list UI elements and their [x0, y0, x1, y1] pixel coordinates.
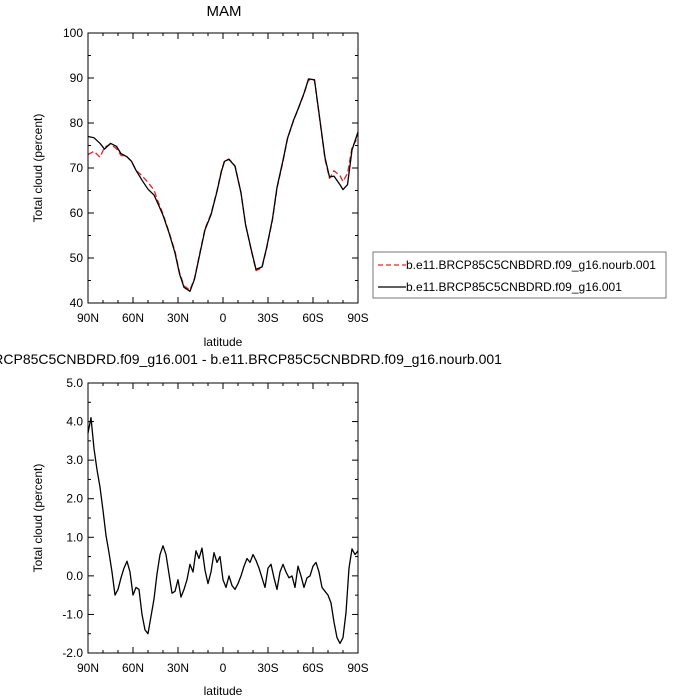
bottom-chart-xtick-label: 30N: [167, 661, 189, 675]
bottom-chart-ytick-label: 3.0: [66, 453, 83, 467]
bottom-chart-xtick-label: 30S: [257, 661, 278, 675]
bottom-chart-title: b.e11.BRCP85C5CNBDRD.f09_g16.001 - b.e11…: [0, 351, 502, 367]
top-chart: MAM 90N 60N 30N 0 30S 60S 90S 40 50 60 70 80 90 100 l…: [31, 3, 369, 349]
bottom-chart-ytick-label: 0.0: [66, 569, 83, 583]
bottom-chart-xtick-label: 0: [220, 661, 227, 675]
bottom-chart-xtick-label: 90N: [77, 661, 99, 675]
top-chart-series-line-0: [87, 79, 359, 291]
top-chart-ytick-label: 40: [70, 296, 84, 310]
bottom-chart-xlabel: latitude: [204, 684, 243, 698]
bottom-chart: b.e11.BRCP85C5CNBDRD.f09_g16.001 - b.e11…: [0, 351, 502, 698]
legend: b.e11.BRCP85C5CNBDRD.f09_g16.nourb.001 b…: [372, 251, 667, 299]
top-chart-ytick-label: 60: [70, 206, 84, 220]
bottom-chart-xtick-label: 90S: [347, 661, 368, 675]
top-chart-xtick-label: 60N: [122, 311, 144, 325]
top-chart-xtick-label: 90N: [77, 311, 99, 325]
bottom-chart-ytick-label: 5.0: [66, 376, 83, 390]
top-chart-xtick-label: 0: [220, 311, 227, 325]
bottom-chart-xtick-label: 60S: [302, 661, 323, 675]
top-chart-xlabel: latitude: [204, 335, 243, 349]
bottom-chart-ytick-label: 2.0: [66, 492, 83, 506]
top-chart-xtick-label: 60S: [302, 311, 323, 325]
top-chart-title: MAM: [207, 3, 242, 20]
top-chart-ytick-label: 70: [70, 161, 84, 175]
top-chart-xtick-label: 30N: [167, 311, 189, 325]
top-chart-xtick-label: 30S: [257, 311, 278, 325]
bottom-chart-ytick-label: -2.0: [62, 646, 83, 660]
bottom-chart-ytick-label: 4.0: [66, 415, 83, 429]
top-chart-ytick-label: 80: [70, 116, 84, 130]
top-chart-ytick-label: 90: [70, 71, 84, 85]
bottom-chart-ytick-label: 1.0: [66, 530, 83, 544]
bottom-chart-frame: [87, 382, 359, 654]
top-chart-ytick-label: 50: [70, 251, 84, 265]
top-chart-ylabel: Total cloud (percent): [31, 114, 45, 223]
legend-label-nourb: b.e11.BRCP85C5CNBDRD.f09_g16.nourb.001: [406, 258, 656, 272]
top-chart-series-line-1: [87, 78, 359, 292]
top-chart-frame: [87, 32, 359, 304]
legend-label-base: b.e11.BRCP85C5CNBDRD.f09_g16.001: [406, 280, 622, 294]
bottom-chart-ylabel: Total cloud (percent): [31, 464, 45, 573]
legend-box: [372, 251, 667, 299]
top-chart-xtick-label: 90S: [347, 311, 368, 325]
bottom-chart-series-line-0: [87, 417, 359, 645]
bottom-chart-xtick-label: 60N: [122, 661, 144, 675]
top-chart-ytick-label: 100: [63, 26, 83, 40]
bottom-chart-ytick-label: -1.0: [62, 607, 83, 621]
